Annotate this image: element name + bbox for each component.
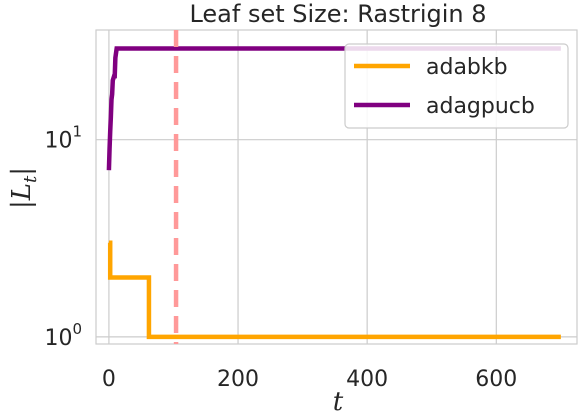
x-tick-label: 600 — [475, 367, 517, 392]
chart-title: Leaf set Size: Rastrigin 8 — [189, 0, 486, 28]
y-tick-base: 10 — [44, 129, 72, 154]
legend: adabkb adagpucb — [344, 43, 569, 129]
x-tick-label: 0 — [102, 367, 116, 392]
legend-label-adagpucb: adagpucb — [426, 94, 535, 119]
series-line-adagpucb — [106, 46, 561, 171]
y-tick-base: 10 — [44, 326, 72, 351]
plot-frame — [95, 29, 578, 345]
x-axis-label: t — [333, 387, 344, 417]
y-tick-label: 101 — [44, 123, 82, 154]
y-tick-exponent: 0 — [72, 320, 82, 338]
x-tick-label: 200 — [217, 367, 259, 392]
x-tick-label: 400 — [346, 367, 388, 392]
y-tick-exponent: 1 — [72, 123, 82, 141]
series-layer — [106, 30, 561, 344]
series-line-adabkb — [107, 240, 561, 340]
y-tick-label: 100 — [44, 320, 82, 351]
legend-label-adabkb: adabkb — [426, 55, 508, 80]
y-axis-label: |Lt| — [7, 167, 41, 209]
x-tick-labels: 0 200 400 600 — [102, 367, 517, 392]
